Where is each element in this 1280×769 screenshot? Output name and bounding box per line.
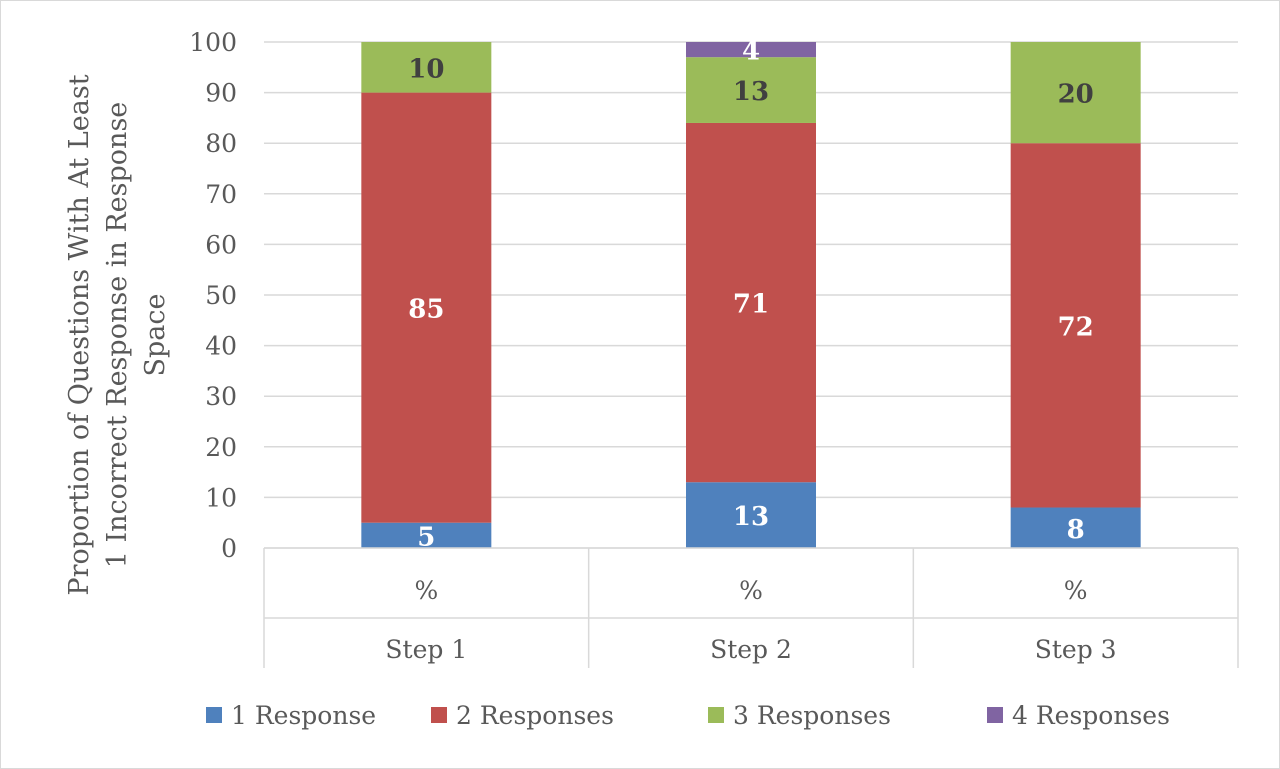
y-tick-label: 60 [205,230,237,259]
legend-swatch [987,707,1003,723]
bar-segment [1010,143,1141,508]
y-tick-label: 30 [205,382,237,411]
y-axis-title-line: 1 Incorrect Response in Response [102,102,133,569]
bar-segment [361,522,492,548]
bar-segment [686,482,816,548]
y-tick-label: 0 [221,534,237,563]
legend-swatch [708,707,724,723]
y-tick-label: 20 [205,433,237,462]
data-label: 72 [1058,312,1094,342]
y-axis-title: Proportion of Questions With At Least 1 I… [64,74,171,595]
bar-segment [361,42,492,93]
y-axis-title-line: Proportion of Questions With At Least [64,74,95,595]
legend-swatch [206,707,222,723]
legend-label: 2 Responses [456,701,614,730]
y-axis-title-group: Proportion of Questions With At Least 1 I… [64,74,171,595]
data-label: 5 [417,522,435,552]
data-labels: 5 85 10 13 71 13 4 8 72 20 [408,37,1094,553]
legend-label: 1 Response [231,701,376,730]
x-category-label: Step 1 [385,635,467,664]
bar-segment [686,122,816,483]
bar-segment [1010,42,1141,144]
data-label: 13 [733,77,769,107]
data-label: 4 [742,37,760,67]
x-category-label: Step 3 [1035,635,1117,664]
x-sub-label: % [739,576,763,605]
bar-segment [1010,507,1141,548]
y-tick-label: 80 [205,129,237,158]
y-axis: 0 10 20 30 40 50 60 70 80 90 100 [189,28,237,563]
x-sub-label: % [1064,576,1088,605]
data-label: 85 [408,295,444,325]
bar-segment [361,92,492,523]
x-category-label: Step 2 [710,635,792,664]
data-label: 71 [733,290,769,320]
x-sub-label: % [414,576,438,605]
y-tick-label: 50 [205,281,237,310]
legend-label: 3 Responses [733,701,891,730]
x-axis: % Step 1% Step 2% Step 3 [263,547,1239,668]
legend: 1 Response 2 Responses 3 Responses 4 Respon… [206,701,1170,730]
bars [361,42,1141,548]
y-tick-label: 90 [205,79,237,108]
y-tick-label: 40 [205,332,237,361]
y-axis-title-line: Space [140,294,171,377]
bar-segment [686,42,816,58]
data-label: 20 [1058,80,1094,110]
y-tick-label: 100 [189,28,237,57]
data-label: 10 [408,54,444,84]
bar-segment [686,57,816,123]
data-label: 13 [733,502,769,532]
y-tick-label: 10 [205,483,237,512]
data-label: 8 [1067,515,1085,545]
legend-label: 4 Responses [1012,701,1170,730]
legend-swatch [431,707,447,723]
y-tick-label: 70 [205,180,237,209]
